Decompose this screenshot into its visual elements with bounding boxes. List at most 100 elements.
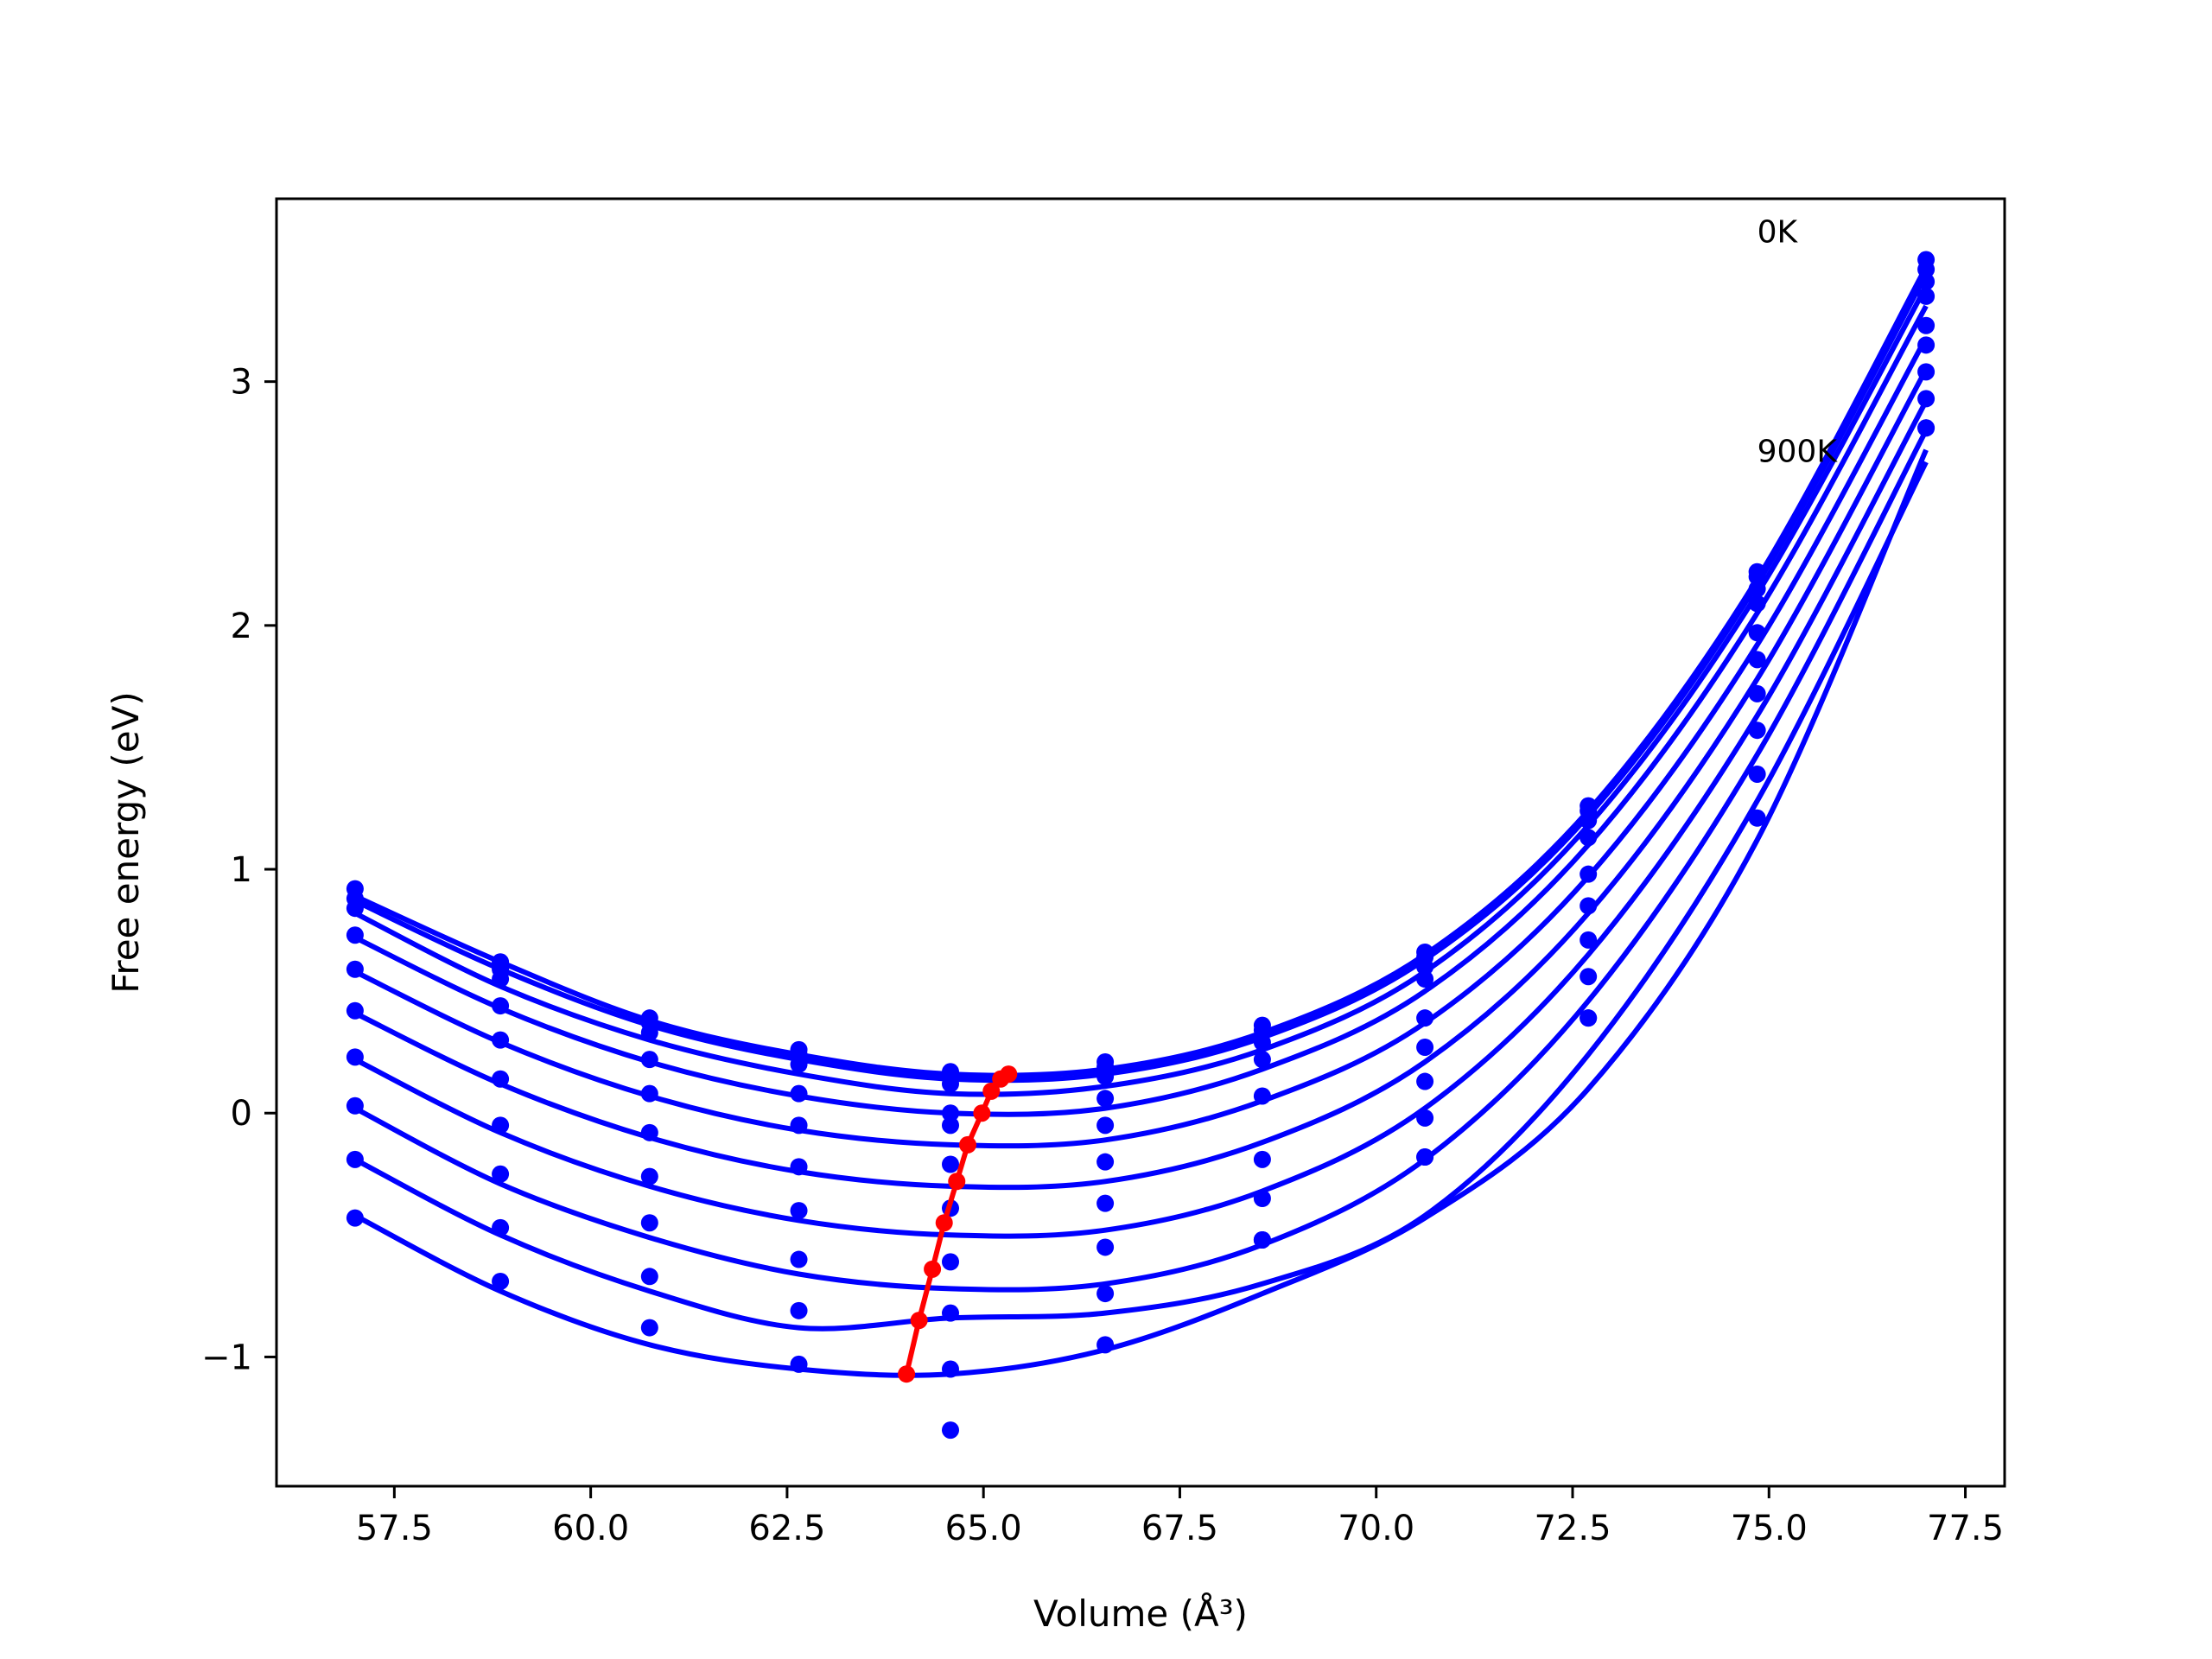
- fit-curve-7: [353, 429, 1929, 1293]
- y-axis: −1 0 1 2 3: [201, 363, 276, 1377]
- fit-curve-0: [353, 265, 1929, 1078]
- fit-curve-8: [353, 461, 1929, 1332]
- data-point: [346, 1209, 364, 1227]
- data-point: [492, 1218, 510, 1236]
- data-point: [1416, 957, 1434, 976]
- data-point: [1748, 624, 1766, 642]
- data-point: [492, 1116, 510, 1135]
- data-point: [346, 899, 364, 918]
- data-point: [1917, 419, 1936, 437]
- data-point: [942, 1421, 959, 1440]
- data-point: [1416, 1039, 1434, 1057]
- data-point: [640, 1268, 658, 1286]
- data-point: [1096, 1067, 1115, 1085]
- data-point: [790, 1084, 808, 1103]
- x-tick-label: 65.0: [945, 1509, 1022, 1548]
- minimum-point: [992, 1070, 1010, 1088]
- fit-curve-4: [353, 336, 1929, 1149]
- fit-curve-5: [353, 368, 1929, 1191]
- data-point: [1917, 336, 1936, 354]
- fit-curve-1: [353, 273, 1929, 1084]
- data-point: [1253, 1021, 1271, 1039]
- data-point: [1748, 594, 1766, 613]
- data-point: [1096, 1238, 1115, 1256]
- data-point: [1748, 580, 1766, 598]
- x-tick-label: 75.0: [1731, 1509, 1808, 1548]
- data-point: [640, 1051, 658, 1069]
- data-point: [942, 1104, 959, 1122]
- x-tick-label: 57.5: [356, 1509, 433, 1548]
- data-point: [492, 970, 510, 988]
- y-tick-label: 0: [231, 1094, 252, 1134]
- data-point: [790, 1355, 808, 1373]
- data-point: [1253, 1230, 1271, 1249]
- data-point: [1748, 651, 1766, 669]
- y-tick-label: 2: [231, 607, 252, 646]
- x-axis: 57.5 60.0 62.5 65.0 67.5 70.0 72.5 75.0 77.5: [356, 1486, 2004, 1548]
- minimum-point: [948, 1173, 966, 1191]
- minimum-point: [910, 1312, 928, 1330]
- data-point: [492, 1070, 510, 1088]
- data-point: [1416, 1148, 1434, 1166]
- data-point: [1580, 968, 1598, 986]
- data-point: [1748, 721, 1766, 740]
- data-point: [640, 1214, 658, 1232]
- data-point: [1096, 1090, 1115, 1108]
- data-point: [640, 1084, 658, 1103]
- x-tick-label: 70.0: [1338, 1509, 1414, 1548]
- x-tick-label: 60.0: [552, 1509, 629, 1548]
- y-axis-label: Free energy (eV): [105, 691, 147, 994]
- data-point: [790, 1055, 808, 1073]
- fit-curve-9: [353, 448, 1929, 1378]
- data-point: [1096, 1116, 1115, 1135]
- data-point: [790, 1158, 808, 1176]
- data-point: [1580, 897, 1598, 915]
- fit-curve-2: [353, 285, 1929, 1097]
- data-point: [492, 997, 510, 1015]
- data-point: [492, 1272, 510, 1290]
- fit-curve-6: [353, 399, 1929, 1239]
- annotation-group: 0K 900K: [1758, 215, 1839, 470]
- data-point: [1096, 1153, 1115, 1171]
- data-point: [790, 1202, 808, 1220]
- minimum-point: [959, 1135, 976, 1154]
- data-point: [346, 1001, 364, 1020]
- curve-group: [353, 265, 1929, 1378]
- data-point: [790, 1250, 808, 1268]
- data-point: [346, 1150, 364, 1168]
- data-point: [942, 1253, 959, 1271]
- data-point: [1580, 931, 1598, 949]
- data-point: [1580, 865, 1598, 883]
- data-point: [1580, 811, 1598, 830]
- data-point: [1748, 765, 1766, 783]
- x-tick-label: 67.5: [1141, 1509, 1218, 1548]
- y-tick-label: 1: [231, 850, 252, 890]
- data-point: [1917, 390, 1936, 408]
- point-group: [346, 251, 1936, 1440]
- data-point: [1917, 316, 1936, 334]
- data-point: [1253, 1051, 1271, 1069]
- x-tick-label: 62.5: [748, 1509, 825, 1548]
- data-point: [346, 1048, 364, 1066]
- minimum-point: [935, 1214, 953, 1232]
- data-point: [1580, 1009, 1598, 1027]
- data-point: [1253, 1190, 1271, 1208]
- plot-frame: [275, 197, 2006, 1488]
- minima-group: [898, 1065, 1018, 1383]
- data-point: [492, 1031, 510, 1049]
- data-point: [1917, 260, 1936, 278]
- data-point: [1253, 1087, 1271, 1105]
- data-point: [1748, 684, 1766, 702]
- x-tick-label: 72.5: [1534, 1509, 1611, 1548]
- data-point: [942, 1360, 959, 1378]
- data-point: [1580, 829, 1598, 847]
- data-point: [640, 1167, 658, 1185]
- data-point: [1096, 1285, 1115, 1303]
- data-point: [640, 1319, 658, 1337]
- minimum-point: [982, 1082, 1001, 1100]
- data-point: [942, 1116, 959, 1135]
- data-point: [640, 1123, 658, 1141]
- data-point: [1416, 970, 1434, 988]
